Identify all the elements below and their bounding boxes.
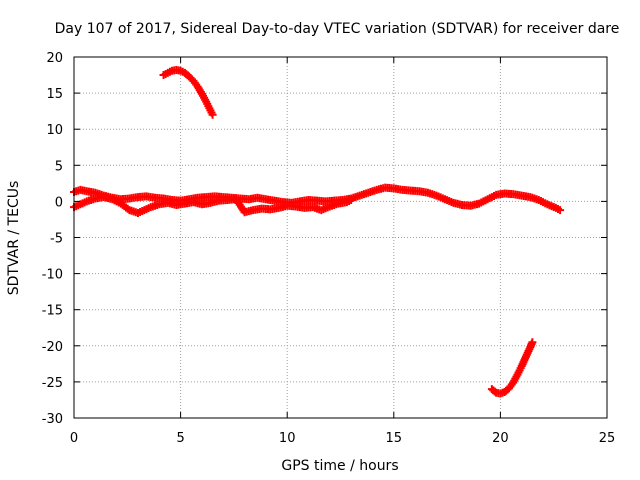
y-tick-label: -15 (42, 304, 63, 319)
x-tick-label: 5 (176, 431, 184, 446)
data-points (70, 65, 565, 398)
y-tick-label: 10 (46, 123, 63, 138)
data-point-low-arc (528, 338, 537, 347)
y-tick-label: -20 (42, 340, 63, 355)
y-tick-label: 15 (46, 87, 63, 102)
y-tick-label: 0 (55, 195, 63, 210)
x-tick-label: 20 (492, 431, 509, 446)
data-point-lower-band (347, 195, 356, 204)
x-tick-label: 25 (599, 431, 616, 446)
y-tick-label: -30 (42, 412, 63, 427)
y-tick-label: 5 (55, 159, 63, 174)
data-point-main-band (556, 206, 565, 215)
grid (74, 57, 607, 418)
x-tick-label: 10 (279, 431, 296, 446)
x-tick-label: 15 (386, 431, 403, 446)
data-point-high-arc (208, 110, 217, 119)
chart-title: Day 107 of 2017, Sidereal Day-to-day VTE… (55, 21, 620, 37)
y-tick-label: -5 (50, 232, 63, 247)
x-axis-label: GPS time / hours (281, 458, 398, 474)
axis-ticks: 0 5 10 15 20 25 -30 -25 -20 -15 -10 -5 0 5 10 15 20 (42, 51, 616, 446)
x-tick-label: 0 (70, 431, 78, 446)
y-axis-label: SDTVAR / TECUs (6, 181, 22, 296)
y-tick-label: -10 (42, 268, 63, 283)
y-tick-label: -25 (42, 376, 63, 391)
y-tick-label: 20 (46, 51, 63, 66)
